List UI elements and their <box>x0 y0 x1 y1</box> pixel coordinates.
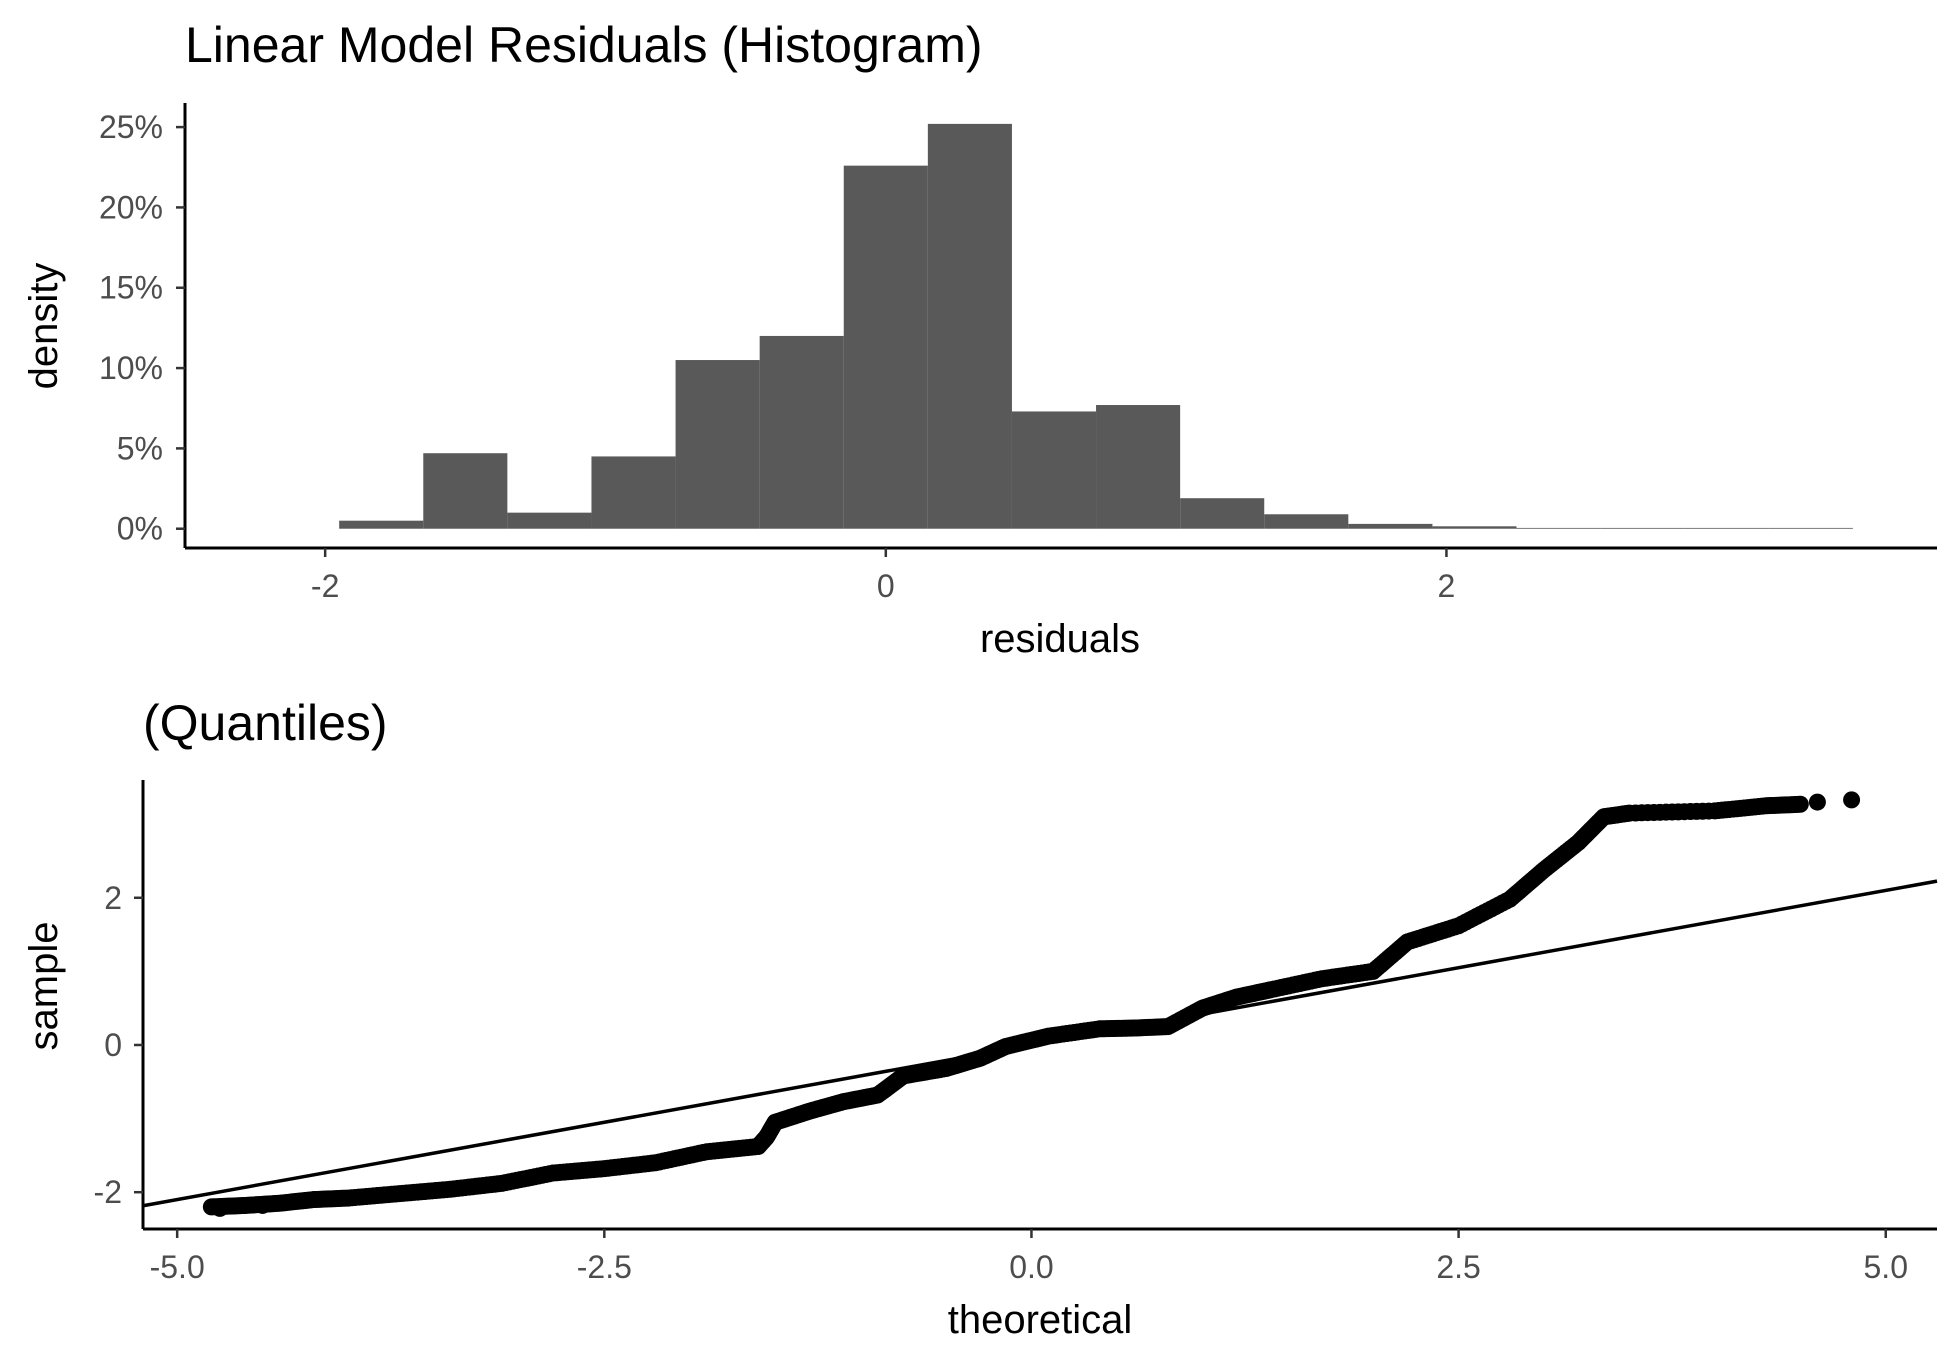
histogram-bar <box>1516 527 1601 529</box>
qq-points <box>202 791 1861 1217</box>
histogram-bar <box>1011 411 1097 529</box>
histogram-bar <box>591 456 676 529</box>
histogram-x-tick-label: -2 <box>311 568 339 604</box>
histogram-bar <box>339 520 424 529</box>
qq-outlier-point <box>254 1196 272 1214</box>
histogram-bar <box>1600 527 1685 529</box>
histogram-bar <box>1684 527 1769 529</box>
histogram-bar <box>423 453 508 529</box>
histogram-bar <box>1768 527 1853 529</box>
histogram-y-tick-label: 25% <box>99 109 163 145</box>
histogram-y-tick-label: 20% <box>99 189 163 225</box>
histogram-x-tick-label: 0 <box>877 568 895 604</box>
histogram-y-axis-title: density <box>22 263 66 390</box>
qq-x-tick-label: 5.0 <box>1864 1249 1908 1285</box>
histogram-y-tick-label: 0% <box>117 511 163 547</box>
qq-x-tick-label: 2.5 <box>1436 1249 1480 1285</box>
qq-panel: (Quantiles) -2 0 2 -5.0 -2.5 0.0 2.5 5.0 theor… <box>22 695 1938 1342</box>
histogram-bar <box>843 165 928 529</box>
histogram-y-tick-label: 10% <box>99 350 163 386</box>
qq-x-tick-label: -2.5 <box>577 1249 632 1285</box>
qq-y-tick-label: -2 <box>94 1174 122 1210</box>
qq-outlier-point <box>1808 793 1826 811</box>
qq-x-tick-label: 0.0 <box>1009 1249 1053 1285</box>
qq-y-ticks: -2 0 2 <box>94 880 143 1210</box>
histogram-bar <box>1348 523 1433 529</box>
histogram-y-ticks: 0% 5% 10% 15% 20% 25% <box>99 109 185 547</box>
histogram-bar <box>1180 498 1265 529</box>
qq-x-axis-title: theoretical <box>948 1298 1133 1342</box>
qq-point <box>1791 795 1809 813</box>
histogram-bar <box>1264 514 1349 529</box>
histogram-bars <box>339 123 1853 529</box>
qq-x-tick-label: -5.0 <box>150 1249 205 1285</box>
qq-outlier-point <box>1843 791 1861 809</box>
histogram-x-axis-title: residuals <box>980 617 1140 661</box>
qq-title: (Quantiles) <box>143 695 388 751</box>
qq-y-axis-title: sample <box>22 922 66 1051</box>
histogram-bar <box>927 123 1012 529</box>
histogram-bar <box>675 360 760 529</box>
histogram-x-tick-label: 2 <box>1438 568 1456 604</box>
histogram-y-tick-label: 5% <box>117 430 163 466</box>
qq-x-ticks: -5.0 -2.5 0.0 2.5 5.0 <box>150 1229 1908 1285</box>
qq-outlier-point <box>211 1199 229 1217</box>
histogram-y-tick-label: 15% <box>99 270 163 306</box>
histogram-bar <box>1432 526 1517 529</box>
histogram-bar <box>759 335 844 529</box>
histogram-title: Linear Model Residuals (Histogram) <box>185 17 983 73</box>
qq-y-tick-label: 2 <box>104 880 122 916</box>
qq-y-tick-label: 0 <box>104 1027 122 1063</box>
histogram-x-ticks: -2 0 2 <box>311 548 1455 604</box>
histogram-bar <box>507 512 592 529</box>
histogram-panel: Linear Model Residuals (Histogram) 0% 5% 1… <box>22 17 1937 661</box>
histogram-bar <box>1096 405 1181 529</box>
